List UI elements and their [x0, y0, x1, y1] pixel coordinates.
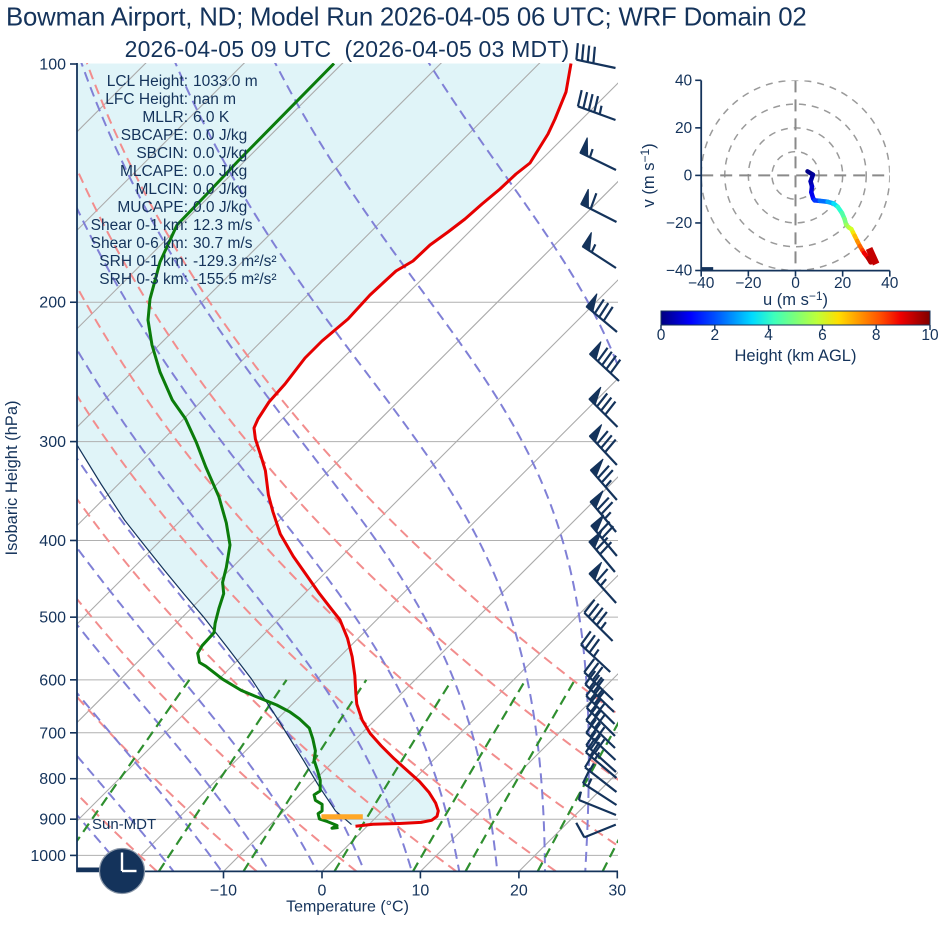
svg-text:0.0 J/kg: 0.0 J/kg — [193, 145, 247, 162]
svg-text:−40: −40 — [666, 263, 693, 280]
svg-text:Height (km AGL): Height (km AGL) — [735, 347, 857, 365]
svg-text:6.0 K: 6.0 K — [193, 109, 230, 126]
svg-text:20: 20 — [834, 275, 852, 292]
svg-text:0: 0 — [684, 167, 693, 184]
svg-text:SBCAPE:: SBCAPE: — [121, 127, 188, 144]
svg-text:nan m: nan m — [193, 91, 236, 108]
svg-text:SRH 0-3 km:: SRH 0-3 km: — [99, 271, 188, 288]
svg-text:500: 500 — [39, 610, 66, 627]
svg-text:900: 900 — [39, 812, 66, 829]
svg-text:-129.3 m²/s²: -129.3 m²/s² — [193, 253, 277, 270]
svg-text:u (m s−1): u (m s−1) — [763, 289, 828, 309]
svg-text:10: 10 — [412, 882, 430, 899]
svg-text:40: 40 — [675, 72, 693, 89]
svg-text:LFC Height:: LFC Height: — [105, 91, 188, 108]
svg-text:300: 300 — [39, 434, 66, 451]
svg-text:4: 4 — [764, 327, 773, 344]
svg-text:30: 30 — [608, 882, 626, 899]
svg-text:0: 0 — [318, 882, 327, 899]
svg-text:MUCAPE:: MUCAPE: — [117, 199, 188, 216]
svg-text:MLLR:: MLLR: — [142, 109, 188, 126]
svg-text:Shear 0-1 km:: Shear 0-1 km: — [91, 217, 188, 234]
svg-text:700: 700 — [39, 725, 66, 742]
svg-text:Isobaric Height (hPa): Isobaric Height (hPa) — [3, 401, 21, 556]
svg-text:MLCAPE:: MLCAPE: — [120, 163, 188, 180]
svg-text:2026-04-05 09 UTC (2026-04-05: 2026-04-05 09 UTC (2026-04-05 03 MDT) — [125, 36, 570, 62]
svg-text:LCL Height:: LCL Height: — [107, 73, 188, 90]
svg-text:2: 2 — [710, 327, 719, 344]
svg-text:100: 100 — [39, 57, 66, 74]
svg-text:0.0 J/kg: 0.0 J/kg — [193, 199, 247, 216]
svg-text:SRH 0-1 km:: SRH 0-1 km: — [99, 253, 188, 270]
svg-text:Shear 0-6 km:: Shear 0-6 km: — [91, 235, 188, 252]
svg-text:6: 6 — [818, 327, 827, 344]
svg-text:0: 0 — [791, 275, 800, 292]
svg-text:Temperature (°C): Temperature (°C) — [286, 899, 409, 916]
svg-text:800: 800 — [39, 771, 66, 788]
svg-text:-155.5 m²/s²: -155.5 m²/s² — [193, 271, 277, 288]
svg-text:12.3 m/s: 12.3 m/s — [193, 217, 253, 234]
svg-text:−20: −20 — [666, 215, 693, 232]
svg-text:30.7 m/s: 30.7 m/s — [193, 235, 253, 252]
svg-text:600: 600 — [39, 672, 66, 689]
svg-text:20: 20 — [510, 882, 528, 899]
svg-text:Bowman Airport, ND; Model Run: Bowman Airport, ND; Model Run 2026-04-05… — [6, 4, 807, 32]
svg-text:1033.0 m: 1033.0 m — [193, 73, 258, 90]
svg-text:1000: 1000 — [30, 848, 66, 865]
svg-text:400: 400 — [39, 533, 66, 550]
svg-text:20: 20 — [675, 120, 693, 137]
svg-text:v (m s−1): v (m s−1) — [638, 143, 658, 207]
svg-text:8: 8 — [872, 327, 881, 344]
svg-text:Sun-MDT: Sun-MDT — [92, 816, 156, 833]
svg-text:0: 0 — [657, 327, 666, 344]
svg-text:0.0 J/kg: 0.0 J/kg — [193, 127, 247, 144]
svg-text:MLCIN:: MLCIN: — [135, 181, 188, 198]
svg-text:200: 200 — [39, 295, 66, 312]
svg-text:0.0 J/kg: 0.0 J/kg — [193, 163, 247, 180]
svg-text:SBCIN:: SBCIN: — [136, 145, 188, 162]
svg-text:40: 40 — [881, 275, 899, 292]
svg-text:10: 10 — [921, 327, 939, 344]
svg-text:−20: −20 — [735, 275, 762, 292]
svg-text:−10: −10 — [210, 882, 237, 899]
svg-text:0.0 J/kg: 0.0 J/kg — [193, 181, 247, 198]
